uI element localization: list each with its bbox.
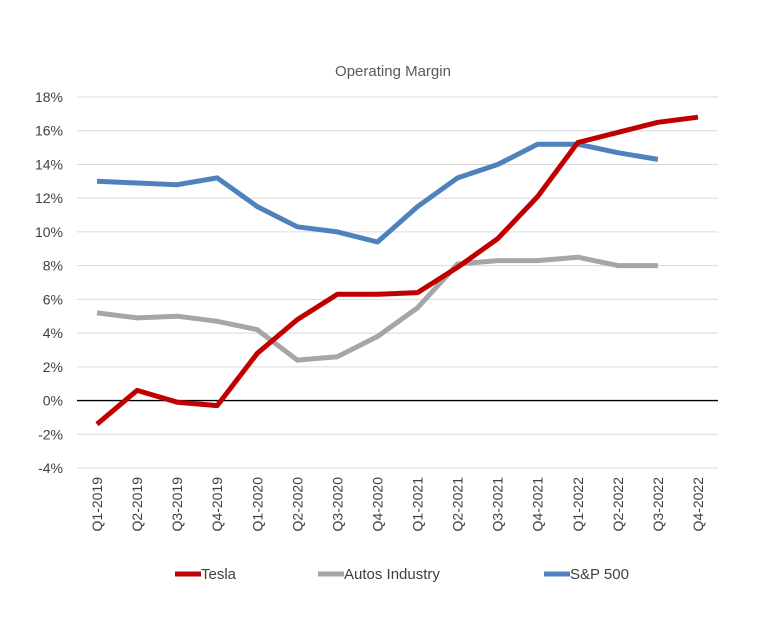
x-tick-label: Q3-2019 xyxy=(169,477,185,532)
x-tick-label: Q3-2022 xyxy=(650,477,666,532)
x-tick-label: Q3-2020 xyxy=(329,477,345,532)
legend-label: Tesla xyxy=(201,566,237,583)
x-tick-label: Q4-2022 xyxy=(690,477,706,532)
x-tick-label: Q1-2021 xyxy=(410,477,426,532)
x-tick-label: Q1-2019 xyxy=(89,477,105,532)
x-tick-label: Q3-2021 xyxy=(490,477,506,532)
legend-label: Autos Industry xyxy=(344,566,440,583)
y-axis-ticks: -4% -2% 0% 2% 4% 6% 8% 10% 12% 14% 16% 18% xyxy=(35,89,63,476)
y-tick-label: 18% xyxy=(35,89,63,105)
legend-label: S&P 500 xyxy=(570,566,629,583)
y-tick-label: 0% xyxy=(43,393,63,409)
x-tick-label: Q2-2020 xyxy=(289,477,305,532)
x-tick-label: Q4-2019 xyxy=(209,477,225,532)
y-tick-label: 12% xyxy=(35,190,63,206)
y-tick-label: 14% xyxy=(35,156,63,172)
x-tick-label: Q2-2022 xyxy=(610,477,626,532)
chart-title: Operating Margin xyxy=(335,63,451,80)
x-tick-label: Q4-2021 xyxy=(530,477,546,532)
x-tick-label: Q1-2020 xyxy=(249,477,265,532)
series-line-autos-industry xyxy=(96,254,658,363)
y-tick-label: 4% xyxy=(43,325,63,341)
y-tick-label: 16% xyxy=(35,123,63,139)
y-tick-label: 10% xyxy=(35,224,63,240)
x-tick-label: Q2-2021 xyxy=(450,477,466,532)
x-tick-label: Q4-2020 xyxy=(369,477,385,532)
y-tick-label: -4% xyxy=(38,460,63,476)
y-tick-label: 2% xyxy=(43,359,63,375)
series-lines xyxy=(95,114,699,427)
y-tick-label: 6% xyxy=(43,291,63,307)
x-axis-ticks: Q1-2019 Q2-2019 Q3-2019 Q4-2019 Q1-2020 Q2-20… xyxy=(89,477,706,532)
y-tick-label: -2% xyxy=(38,426,63,442)
legend: Tesla Autos Industry S&P 500 xyxy=(175,566,629,583)
series-line-tesla xyxy=(95,114,699,427)
y-tick-label: 8% xyxy=(43,258,63,274)
x-tick-label: Q1-2022 xyxy=(570,477,586,532)
x-tick-label: Q2-2019 xyxy=(129,477,145,532)
series-line-s-p-500 xyxy=(96,141,659,245)
